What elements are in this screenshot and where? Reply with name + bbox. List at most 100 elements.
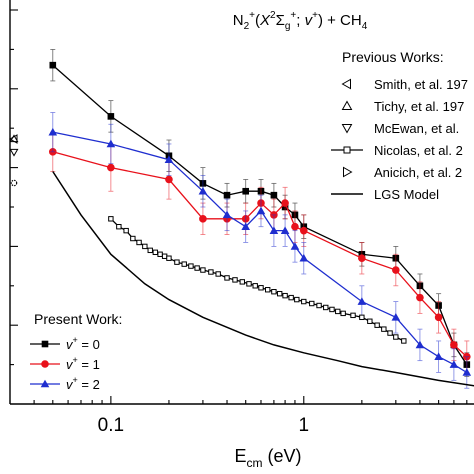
data-point	[130, 235, 136, 242]
data-point	[166, 255, 172, 261]
data-point	[276, 290, 283, 297]
data-point	[123, 227, 129, 234]
legend-marker	[40, 379, 50, 388]
data-point	[165, 175, 173, 184]
left-edge-markers	[8, 134, 19, 187]
legend-marker	[343, 166, 353, 178]
data-point	[258, 285, 264, 291]
data-point	[291, 222, 299, 231]
data-point	[224, 275, 230, 281]
present-work-entry: v+ = 0	[30, 335, 100, 352]
data-point	[391, 313, 401, 321]
data-point	[188, 263, 194, 269]
data-point	[359, 314, 365, 321]
data-point	[340, 310, 346, 317]
data-point	[223, 191, 231, 199]
data-point	[147, 247, 153, 254]
data-point	[252, 283, 258, 289]
previous-works-entry: Anicich, et al. 2	[343, 165, 462, 180]
legend-marker	[341, 100, 353, 110]
data-point	[415, 340, 425, 349]
data-point	[449, 360, 459, 368]
data-point	[264, 287, 271, 293]
left-marker	[9, 134, 19, 143]
previous-works-entry: Tichy, et al. 197	[341, 99, 464, 114]
present-work-label: v+ = 0	[66, 335, 100, 352]
data-point	[161, 253, 168, 259]
data-point	[357, 297, 367, 305]
previous-works-entry: McEwan, et al.	[341, 121, 459, 136]
data-point	[222, 210, 232, 219]
data-point	[288, 294, 294, 301]
previous-works-label: Smith, et al. 197	[374, 77, 468, 92]
data-point	[107, 113, 115, 120]
data-point	[299, 226, 308, 235]
present-work-label: v+ = 2	[66, 375, 100, 392]
data-point	[358, 254, 366, 263]
previous-works-heading: Previous Works:	[342, 49, 444, 65]
chart-title: N2+(X2Σg+; v+) + CH4	[233, 10, 368, 32]
previous-works-label: Tichy, et al. 197	[374, 99, 464, 114]
chart-title-text: N2+(X2Σg+; v+) + CH4	[233, 10, 368, 32]
data-point	[401, 338, 407, 344]
data-point	[271, 289, 277, 295]
series-3	[108, 216, 407, 344]
data-point	[116, 224, 122, 230]
data-point	[281, 199, 289, 207]
data-point	[164, 155, 174, 164]
data-point	[367, 318, 373, 324]
data-point	[239, 279, 245, 285]
legend-marker	[41, 360, 49, 368]
data-point	[181, 261, 187, 267]
data-point	[208, 269, 214, 275]
present-work-entry: v+ = 2	[30, 375, 100, 392]
present-work-entry: v+ = 1	[30, 355, 100, 372]
data-point	[387, 330, 393, 336]
data-point	[270, 191, 278, 199]
data-point	[242, 187, 250, 195]
data-point	[282, 292, 288, 299]
data-point	[323, 304, 329, 311]
series-line	[110, 218, 405, 342]
series-layer	[48, 49, 474, 389]
data-point	[107, 163, 115, 172]
data-point	[280, 226, 290, 234]
data-point	[232, 277, 238, 283]
previous-works-legend: Previous Works: Smith, et al. 197 Tichy, e…	[331, 49, 468, 202]
data-point	[256, 206, 266, 215]
data-point	[462, 368, 472, 376]
series-4	[52, 171, 474, 387]
previous-works-label: Nicolas, et al. 2	[374, 143, 463, 158]
data-point	[374, 322, 380, 328]
previous-works-entry: Smith, et al. 197	[341, 77, 468, 92]
data-point	[106, 139, 116, 148]
data-point	[290, 242, 300, 250]
data-point	[215, 271, 221, 277]
data-point	[350, 312, 356, 319]
data-point	[450, 341, 458, 349]
data-point	[200, 267, 206, 273]
previous-works-entry: LGS Model	[331, 187, 439, 202]
previous-works-label: LGS Model	[374, 187, 439, 202]
data-point	[416, 293, 424, 302]
x-axis-label: Ecm (eV)	[234, 446, 301, 470]
data-point	[246, 281, 252, 287]
data-point	[142, 243, 148, 250]
legend-marker	[341, 124, 353, 134]
series-line	[52, 171, 474, 387]
data-point	[393, 334, 399, 340]
plot-frame	[9, 0, 474, 405]
data-point	[434, 352, 443, 361]
data-point	[329, 306, 335, 313]
previous-works-label: Anicich, et al. 2	[374, 165, 462, 180]
data-point	[199, 215, 207, 223]
data-point	[294, 296, 300, 303]
data-point	[136, 239, 142, 246]
data-point	[157, 251, 163, 257]
legend-marker	[41, 340, 49, 348]
data-point	[108, 216, 114, 222]
x-tick-label: 0.1	[98, 415, 124, 436]
present-work-legend: Present Work: v+ = 0 v+ = 1 v+ = 2	[30, 311, 122, 392]
present-work-heading: Present Work:	[34, 311, 122, 327]
